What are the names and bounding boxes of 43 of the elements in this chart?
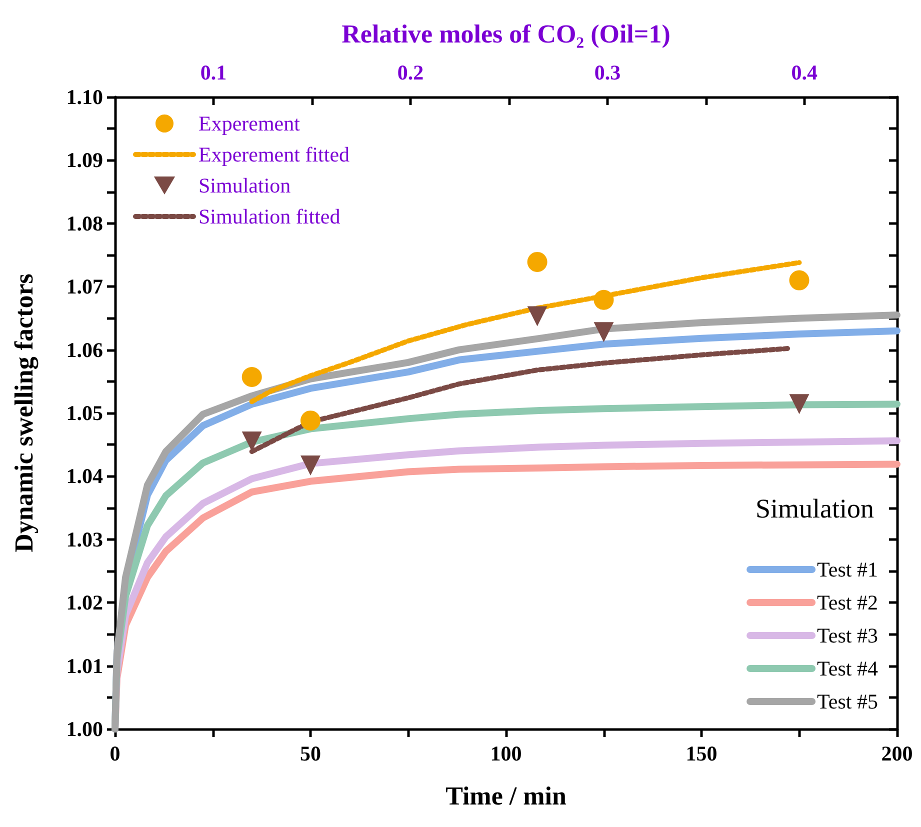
x2-tick-label: 0.4 <box>791 60 818 84</box>
y-axis-title: Dynamic swelling factors <box>10 274 38 552</box>
legend-title: Simulation <box>755 494 874 524</box>
x-tick-label: 0 <box>110 742 120 766</box>
x2-tick-label: 0.1 <box>200 60 227 84</box>
point <box>594 322 614 342</box>
x2-axis-title: Relative moles of CO₂ (Oil=1) <box>342 20 670 48</box>
x2-tick-label: 0.3 <box>594 60 621 84</box>
legend-label: Experement <box>198 112 300 136</box>
point <box>527 306 548 326</box>
point <box>594 290 614 310</box>
legend-label: Test #3 <box>817 624 878 648</box>
y-tick-label: 1.04 <box>66 464 104 488</box>
y-tick-label: 1.05 <box>66 401 103 425</box>
legend-label: Test #2 <box>817 590 878 614</box>
x2-tick-label: 0.2 <box>397 60 424 84</box>
legend-label: Simulation fitted <box>198 204 341 228</box>
x-tick-label: 100 <box>490 742 522 766</box>
y-tick-label: 1.08 <box>66 211 103 236</box>
point <box>789 270 810 290</box>
point <box>242 431 262 452</box>
point <box>789 394 810 414</box>
point <box>527 252 548 272</box>
y-tick-label: 1.07 <box>66 274 103 299</box>
point <box>242 366 262 387</box>
x-axis-title: Time / min <box>446 782 567 810</box>
legend-label: Test #4 <box>817 656 878 680</box>
y-tick-label: 1.06 <box>66 338 103 362</box>
y-tick-label: 1.03 <box>66 527 103 552</box>
y-tick-label: 1.02 <box>66 590 103 615</box>
x-tick-label: 50 <box>300 742 321 766</box>
y-tick-label: 1.01 <box>66 654 103 678</box>
legend-label: Simulation <box>198 174 292 198</box>
legend-label: Test #1 <box>817 558 878 582</box>
legend-label: Test #5 <box>817 690 878 714</box>
point <box>300 455 320 476</box>
legend-label: Experement fitted <box>198 142 350 166</box>
y-tick-label: 1.10 <box>66 85 103 109</box>
y-tick-label: 1.00 <box>66 717 103 741</box>
x-tick-label: 200 <box>881 742 913 766</box>
point <box>300 410 320 431</box>
y-tick-label: 1.09 <box>66 148 103 172</box>
x-tick-label: 150 <box>686 742 718 766</box>
